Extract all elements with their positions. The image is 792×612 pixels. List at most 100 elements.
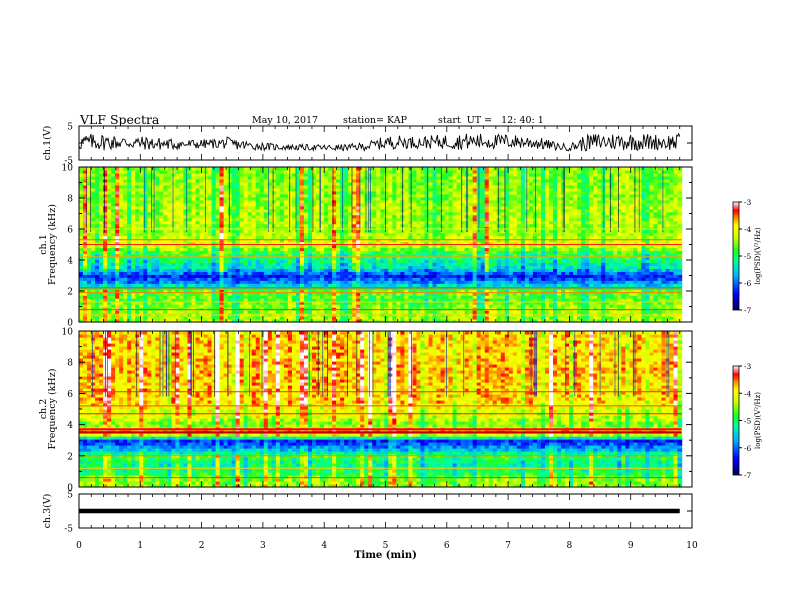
- spectrogram-cell: [303, 274, 309, 278]
- spectrogram-cell: [171, 292, 177, 296]
- spectrogram-cell: [356, 295, 361, 299]
- spectrogram-cell: [151, 181, 156, 186]
- spectrogram-cell: [107, 220, 112, 225]
- spectrogram-cell: [87, 181, 92, 186]
- spectrogram-cell: [324, 169, 329, 174]
- spectrogram-cell: [460, 169, 466, 174]
- spectrogram-cell: [231, 181, 237, 186]
- spectrogram-cell: [135, 241, 140, 246]
- spectrogram-cell: [111, 298, 116, 302]
- spectrogram-cell: [267, 196, 273, 201]
- spectrogram-cell: [271, 310, 277, 314]
- spectrogram-cell: [392, 271, 397, 275]
- spectrogram-cell: [287, 295, 293, 299]
- spectrogram-cell: [283, 307, 289, 311]
- spectrogram-cell: [460, 178, 466, 183]
- spectrogram-cell: [243, 310, 249, 314]
- spectrogram-cell: [199, 190, 205, 195]
- spectrogram-cell: [384, 301, 389, 305]
- spectrogram-cell: [119, 208, 124, 213]
- spectrogram-cell: [400, 298, 405, 302]
- spectrogram-cell: [275, 250, 281, 255]
- spectrogram-cell: [340, 241, 345, 246]
- spectrogram-cell: [436, 232, 442, 237]
- spectrogram-cell: [283, 247, 289, 252]
- spectrogram-cell: [171, 316, 177, 320]
- spectrogram-cell: [103, 247, 108, 252]
- spectrogram-cell: [247, 202, 253, 207]
- spectrogram-cell: [376, 187, 381, 192]
- spectrogram-cell: [332, 232, 337, 237]
- spectrogram-cell: [307, 172, 313, 177]
- spectrogram-cell: [287, 190, 293, 195]
- spectrogram-cell: [127, 307, 132, 311]
- spectrogram-cell: [247, 187, 253, 192]
- spectrogram-cell: [211, 274, 217, 278]
- spectrogram-cell: [271, 274, 277, 278]
- spectrogram-cell: [460, 235, 466, 240]
- spectrogram-cell: [183, 295, 189, 299]
- spectrogram-cell: [460, 292, 466, 296]
- spectrogram-cell: [348, 277, 353, 281]
- spectrogram-cell: [239, 229, 245, 234]
- spectrogram-cell: [312, 292, 317, 296]
- spectrogram-cell: [235, 196, 241, 201]
- spectrogram-cell: [135, 172, 140, 177]
- spectrogram-cell: [115, 259, 120, 263]
- spectrogram-cell: [235, 310, 241, 314]
- spectrogram-cell: [352, 232, 357, 237]
- spectrogram-cell: [95, 199, 100, 204]
- spectrogram-cell: [452, 298, 458, 302]
- spectrogram-cell: [251, 259, 257, 263]
- spectrogram-cell: [191, 208, 197, 213]
- spectrogram-cell: [115, 217, 120, 222]
- spectrogram-cell: [107, 184, 112, 189]
- spectrogram-cell: [452, 187, 458, 192]
- spectrogram-cell: [251, 250, 257, 255]
- spectrogram-cell: [279, 167, 285, 171]
- spectrogram-cell: [356, 277, 361, 281]
- spectrogram-cell: [456, 253, 462, 258]
- spectrogram-cell: [215, 301, 221, 305]
- spectrogram-cell: [360, 247, 365, 252]
- spectrogram-cell: [219, 169, 225, 174]
- spectrogram-cell: [151, 307, 156, 311]
- spectrogram-cell: [267, 319, 273, 323]
- spectrogram-cell: [87, 172, 92, 177]
- spectrogram-cell: [400, 316, 405, 320]
- spectrogram-cell: [91, 280, 96, 284]
- spectrogram-cell: [247, 232, 253, 237]
- spectrogram-cell: [223, 250, 229, 255]
- spectrogram-cell: [239, 238, 245, 243]
- spectrogram-cell: [324, 202, 329, 207]
- spectrogram-cell: [283, 301, 289, 305]
- spectrogram-cell: [227, 268, 233, 272]
- spectrogram-cell: [436, 247, 442, 252]
- spectrogram-cell: [211, 208, 217, 213]
- spectrogram-cell: [287, 238, 293, 243]
- spectrogram-cell: [259, 259, 265, 263]
- spectrogram-cell: [251, 295, 257, 299]
- spectrogram-cell: [91, 178, 96, 183]
- spectrogram-cell: [432, 289, 438, 293]
- spectrogram-cell: [352, 241, 357, 246]
- spectrogram-cell: [275, 205, 281, 210]
- spectrogram-cell: [203, 199, 209, 204]
- spectrogram-cell: [191, 289, 197, 293]
- spectrogram-cell: [255, 175, 261, 180]
- spectrogram-cell: [183, 319, 189, 323]
- spectrogram-cell: [456, 268, 462, 272]
- spectrogram-cell: [183, 244, 189, 249]
- spectrogram-cell: [155, 235, 160, 240]
- spectrogram-cell: [448, 289, 454, 293]
- spectrogram-cell: [316, 199, 321, 204]
- spectrogram-cell: [267, 304, 273, 308]
- spectrogram-cell: [235, 202, 241, 207]
- spectrogram-cell: [299, 241, 305, 246]
- spectrogram-cell: [436, 205, 442, 210]
- spectrogram-cell: [279, 295, 285, 299]
- spectrogram-cell: [231, 265, 237, 269]
- spectrogram-cell: [195, 244, 201, 249]
- spectrogram-cell: [99, 295, 104, 299]
- spectrogram-cell: [79, 235, 84, 240]
